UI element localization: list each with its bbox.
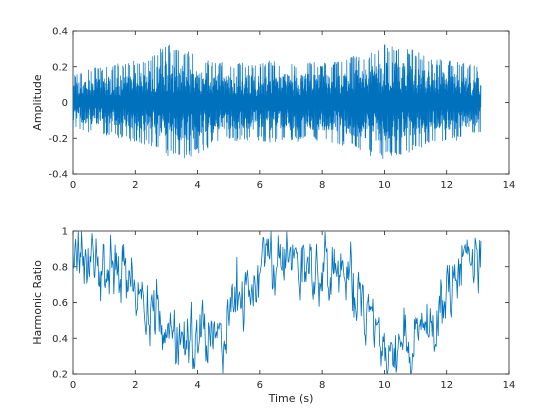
subplot-2: 0 2 4 6 8 10 12 14 0.2 0.4 0.6 0.8 1 Harmonic Ratio Ti… bbox=[31, 227, 515, 406]
y-tick-label: -0.4 bbox=[48, 170, 68, 181]
x-tick-label: 8 bbox=[319, 380, 325, 391]
x-tick-label: 4 bbox=[194, 180, 200, 191]
x-tick-label: 10 bbox=[378, 180, 391, 191]
x-tick-label: 12 bbox=[440, 380, 453, 391]
x-tick-label: 12 bbox=[440, 180, 453, 191]
x-tick-label: 2 bbox=[132, 380, 138, 391]
y-tick-label: 0.8 bbox=[52, 262, 68, 273]
subplot-1: 0 2 4 6 8 10 12 14 -0.4 -0.2 0 0.2 0.4 Amplitude bbox=[31, 27, 515, 192]
x-tick-label: 4 bbox=[194, 380, 200, 391]
series-line bbox=[73, 231, 482, 374]
x-tick-label: 14 bbox=[503, 380, 516, 391]
x-tick-label: 14 bbox=[503, 180, 516, 191]
x-tick-label: 2 bbox=[132, 180, 138, 191]
y-axis-label: Amplitude bbox=[31, 74, 44, 131]
x-axis-label: Time (s) bbox=[268, 392, 314, 405]
series-line bbox=[73, 44, 482, 159]
x-tick-label: 8 bbox=[319, 180, 325, 191]
y-tick-label: 0.4 bbox=[52, 27, 68, 38]
y-tick-label: 1 bbox=[62, 227, 68, 238]
y-tick-label: 0.2 bbox=[52, 370, 68, 381]
y-tick-label: 0.2 bbox=[52, 62, 68, 73]
x-tick-label: 6 bbox=[257, 180, 263, 191]
x-tick-label: 6 bbox=[257, 380, 263, 391]
y-tick-label: 0 bbox=[62, 98, 68, 109]
x-tick-label: 0 bbox=[70, 380, 76, 391]
y-axis-label: Harmonic Ratio bbox=[31, 260, 44, 345]
y-tick-label: 0.4 bbox=[52, 334, 68, 345]
y-tick-label: -0.2 bbox=[48, 134, 68, 145]
x-tick-label: 0 bbox=[70, 180, 76, 191]
x-tick-label: 10 bbox=[378, 380, 391, 391]
y-tick-label: 0.6 bbox=[52, 298, 68, 309]
